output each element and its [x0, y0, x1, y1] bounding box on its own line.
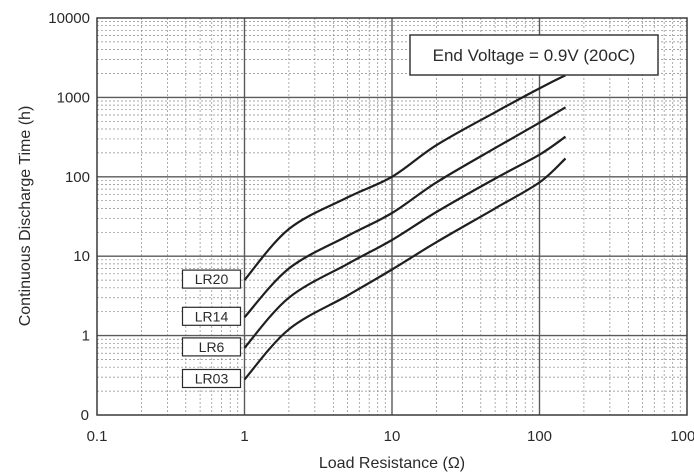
plot-frame: [96, 17, 688, 416]
series-line-lr14: [243, 106, 567, 319]
series-label-text: LR14: [195, 308, 229, 324]
x-tick-labels: 0.1 1 10 100 1000: [87, 428, 694, 445]
series-label-box: [181, 337, 242, 357]
series-layer: [243, 74, 567, 381]
annotation-box: End Voltage = 0.9V (20oC): [409, 34, 659, 76]
series-labels: LR20 LR14 LR6 LR03: [181, 269, 242, 389]
y-tick-label: 10: [73, 248, 90, 265]
series-label-box: [181, 368, 242, 389]
series-label-lr20: LR20: [181, 269, 242, 289]
series-label-lr03: LR03: [181, 368, 242, 389]
y-tick-label: 1: [82, 328, 90, 345]
x-tick-label: 10: [384, 428, 401, 445]
series-label-text: LR03: [195, 370, 229, 386]
y-tick-label: 1000: [57, 89, 90, 106]
series-line-lr6: [243, 135, 567, 349]
series-label-text: LR20: [195, 271, 229, 287]
series-label-lr6: LR6: [181, 337, 242, 357]
x-tick-label: 1000: [670, 428, 694, 445]
y-tick-label: 100: [65, 169, 90, 186]
y-tick-label: 10000: [48, 10, 90, 27]
series-line-lr03: [243, 157, 567, 381]
annotation-text: End Voltage = 0.9V (20oC): [433, 46, 636, 65]
y-tick-label: 0: [81, 407, 89, 424]
series-label-box: [181, 306, 242, 326]
series-line-lr20: [243, 74, 566, 281]
series-label-box: [181, 269, 242, 289]
x-tick-label: 100: [527, 428, 552, 445]
x-tick-label: 1: [240, 428, 248, 445]
y-tick-labels: 0 1 10 100 1000 10000: [48, 10, 90, 424]
series-label-text: LR6: [199, 339, 225, 355]
x-tick-label: 0.1: [87, 428, 108, 445]
x-axis-title: Load Resistance (Ω): [319, 455, 465, 472]
y-axis-title: Continuous Discharge Time (h): [17, 106, 34, 327]
series-label-lr14: LR14: [181, 306, 242, 326]
